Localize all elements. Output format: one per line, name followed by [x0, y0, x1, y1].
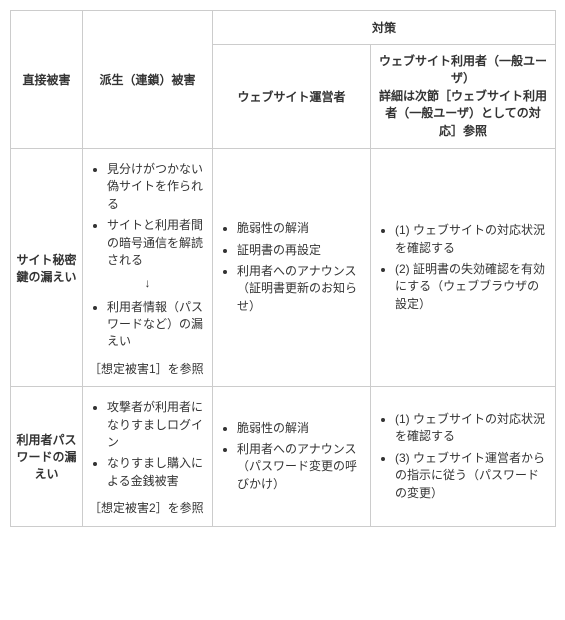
row-derived: 攻撃者が利用者になりすましログインなりすまし購入による金銭被害 ［想定被害2］を参…	[83, 387, 213, 526]
derived-note: ［想定被害2］を参照	[89, 500, 206, 517]
row-derived: 見分けがつかない偽サイトを作られるサイトと利用者間の暗号通信を解読される ↓ 利用者…	[83, 148, 213, 386]
list-item: 脆弱性の解消	[237, 220, 364, 237]
list-item: 利用者へのアナウンス（パスワード変更の呼びかけ）	[237, 441, 364, 493]
header-countermeasures: 対策	[213, 11, 556, 45]
list-item: 利用者へのアナウンス（証明書更新のお知らせ）	[237, 263, 364, 315]
row-operator: 脆弱性の解消利用者へのアナウンス（パスワード変更の呼びかけ）	[213, 387, 371, 526]
header-direct: 直接被害	[11, 11, 83, 149]
damage-countermeasure-table: 直接被害 派生（連鎖）被害 対策 ウェブサイト運営者 ウェブサイト利用者（一般ユ…	[10, 10, 556, 527]
header-user: ウェブサイト利用者（一般ユーザ）詳細は次節［ウェブサイト利用者（一般ユーザ）とし…	[371, 45, 556, 149]
list-item: なりすまし購入による金銭被害	[107, 455, 206, 490]
list-item: 証明書の再設定	[237, 242, 364, 259]
row-user: (1) ウェブサイトの対応状況を確認する (2) 証明書の失効確認を有効にする（ウ…	[371, 148, 556, 386]
list-item: (1) ウェブサイトの対応状況を確認する	[395, 411, 549, 446]
header-derived: 派生（連鎖）被害	[83, 11, 213, 149]
list-item: (3) ウェブサイト運営者からの指示に従う（パスワードの変更）	[395, 450, 549, 502]
arrow-down-icon: ↓	[89, 275, 206, 292]
header-operator: ウェブサイト運営者	[213, 45, 371, 149]
list-item: 攻撃者が利用者になりすましログイン	[107, 399, 206, 451]
derived-note: ［想定被害1］を参照	[89, 361, 206, 378]
row-direct: サイト秘密鍵の漏えい	[11, 148, 83, 386]
list-item: 脆弱性の解消	[237, 420, 364, 437]
row-user: (1) ウェブサイトの対応状況を確認する (3) ウェブサイト運営者からの指示に従…	[371, 387, 556, 526]
list-item: 利用者情報（パスワードなど）の漏えい	[107, 299, 206, 351]
list-item: (1) ウェブサイトの対応状況を確認する	[395, 222, 549, 257]
list-item: サイトと利用者間の暗号通信を解読される	[107, 217, 206, 269]
row-operator: 脆弱性の解消証明書の再設定利用者へのアナウンス（証明書更新のお知らせ）	[213, 148, 371, 386]
row-direct: 利用者パスワードの漏えい	[11, 387, 83, 526]
list-item: 見分けがつかない偽サイトを作られる	[107, 161, 206, 213]
list-item: (2) 証明書の失効確認を有効にする（ウェブブラウザの設定）	[395, 261, 549, 313]
